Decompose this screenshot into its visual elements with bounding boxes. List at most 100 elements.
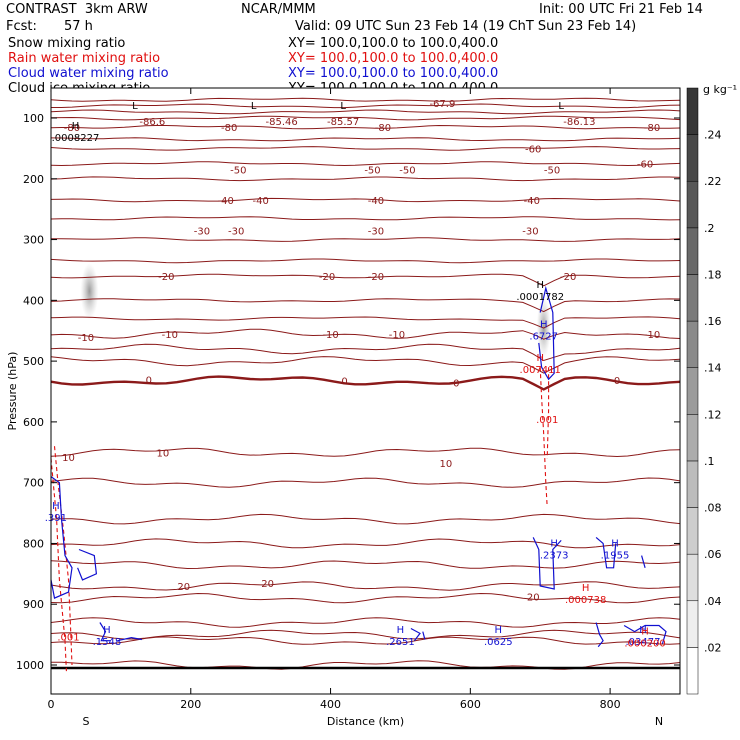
isotherm-label: 0 [453,378,459,389]
isotherm-label: 10 [440,459,453,470]
colorbar-swatch [686,414,699,462]
isotherm-label: -40 [368,196,384,207]
colorbar-swatch [686,600,699,648]
rain-contour [546,367,550,459]
colorbar-swatch [686,87,699,135]
isotherm-label: -20 [158,272,174,283]
y-tick-label: 500 [23,355,44,368]
isotherm-label: -10 [389,330,405,341]
isotherm-line [50,216,681,221]
isotherm-label: -10 [644,330,660,341]
rain-contour [50,458,67,672]
isotherm-line [50,237,681,242]
x-tick-label: 200 [180,698,201,711]
header-valid: Valid: 09 UTC Sun 23 Feb 14 (19 ChT Sun … [295,19,637,34]
high-marker: H [536,280,544,291]
cloud-water-contour [538,285,555,381]
high-marker: H [52,501,60,512]
y-tick-label: 400 [23,294,44,307]
isotherm-label: -86.6 [139,117,165,128]
isotherm-label: 0 [146,375,152,386]
rain-contour [53,446,73,666]
isotherm-label: -10 [322,330,338,341]
extremum-value: .000200 [624,639,665,650]
field-xy-cloud-water: XY= 100.0,100.0 to 100.0,400.0 [288,66,499,81]
x-axis-label: Distance (km) [327,715,404,728]
isotherm-label: 20 [177,582,190,593]
field-name-snow: Snow mixing ratio [8,36,126,51]
colorbar-swatch [686,553,699,602]
colorbar-tick-label: .04 [704,595,722,608]
extremum-value: .391 [45,513,67,524]
isotherm-line [50,316,681,329]
cloud-water-contour [117,636,143,642]
cloud-water-contour [532,537,562,590]
field-xy-rain: XY= 100.0,100.0 to 100.0,400.0 [288,51,499,66]
isotherm-line [50,124,681,130]
isotherm-label: -85.46 [266,117,298,128]
x-tick-label: 400 [320,698,341,711]
cloud-water-contour [410,627,421,642]
extremum-value: .0001782 [516,292,564,303]
isotherm-label: -50 [230,166,246,177]
isotherm-line [50,146,681,151]
cloud-water-contour [623,624,667,644]
extremum-value: .000738 [565,595,606,606]
colorbar-tick-label: .06 [704,548,722,561]
south-end-label: S [82,715,89,728]
y-axis-label: Pressure (hPa) [6,352,19,431]
isotherm-label: -80 [644,123,660,134]
extremum-value: .6727 [529,332,558,343]
high-marker: H [72,121,80,132]
ice-shading-west [80,263,99,320]
extremum-value: .2373 [540,551,569,562]
plot-area [51,88,680,694]
isotherm-label: -80 [375,123,391,134]
isotherm-label: -86.13 [563,117,595,128]
isotherm-label: -40 [218,196,234,207]
colorbar-swatch [686,320,699,368]
field-xy-snow: XY= 100.0,100.0 to 100.0,400.0 [288,36,499,51]
high-marker: H [611,539,619,550]
isotherm-line [50,477,681,488]
isotherm-label: -60 [637,160,653,171]
colorbar-swatch [686,507,699,555]
high-marker: H [536,353,544,364]
colorbar-tick-label: .22 [704,175,722,188]
y-tick-label: 700 [23,477,44,490]
isotherm-label: -30 [194,226,210,237]
high-marker: H [495,625,503,636]
x-tick-label: 600 [460,698,481,711]
plot-frame [50,87,681,695]
high-marker: H [397,625,405,636]
high-marker: H [639,625,647,636]
isotherm-line [50,581,681,591]
cloud-water-contour [77,548,98,581]
isotherm-line [50,356,681,374]
colorbar-tick-label: .24 [704,129,722,142]
isotherm-label: -67.9 [429,99,455,110]
isotherm-line [50,343,681,362]
x-tick-label: 800 [600,698,621,711]
field-name-rain: Rain water mixing ratio [8,51,161,66]
y-tick-label: 100 [23,112,44,125]
isotherm-line [50,636,681,645]
isotherm-label: 10 [156,448,169,459]
isotherm-label: -50 [364,166,380,177]
extremum-value: .007411 [520,365,561,376]
isotherm-label: -40 [252,196,268,207]
isotherm-line [50,592,681,604]
colorbar-tick-label: .02 [704,641,722,654]
isotherm-line [50,273,681,287]
colorbar-tick-label: .12 [704,408,722,421]
cloud-water-contour [595,536,617,569]
rain-contour [539,367,548,508]
high-marker: H [103,625,111,636]
y-tick-label: 1000 [16,659,44,672]
north-end-label: N [655,715,663,728]
header-init: Init: 00 UTC Fri 21 Feb 14 [539,2,703,17]
high-marker: H [550,539,558,550]
cloud-water-contour [99,622,111,642]
isotherm-label: -50 [544,166,560,177]
extremum-value: .1955 [601,551,630,562]
